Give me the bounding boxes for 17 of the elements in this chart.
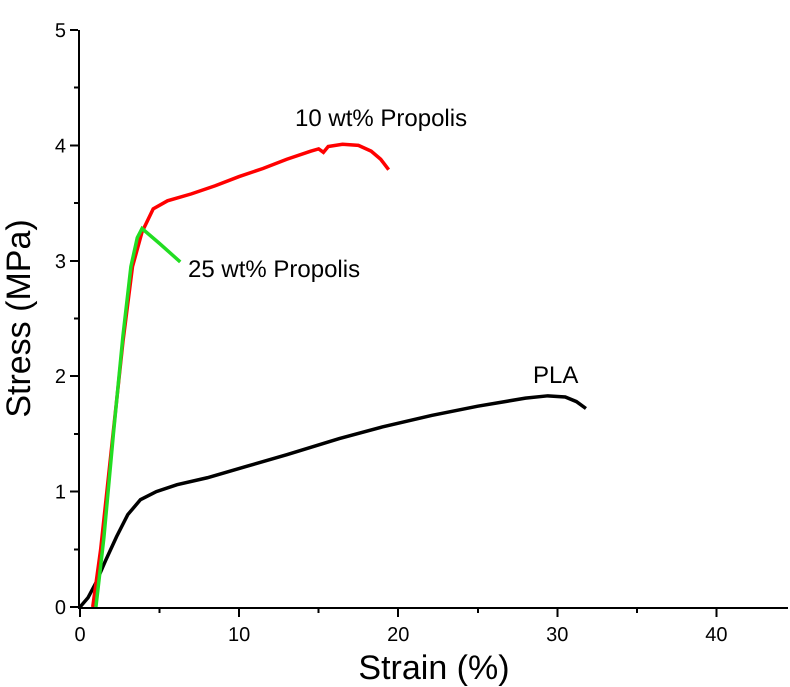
y-axis-title: Stress (MPa)	[0, 219, 38, 418]
series-label: 25 wt% Propolis	[188, 256, 360, 283]
y-tick-label: 3	[54, 250, 66, 273]
x-tick-label: 10	[228, 624, 250, 646]
x-tick-label: 40	[705, 624, 728, 646]
y-tick-label: 0	[54, 597, 66, 619]
series-label: 10 wt% Propolis	[295, 105, 468, 132]
y-tick-label: 1	[54, 482, 66, 504]
line-series	[94, 226, 182, 607]
y-tick-label: 4	[54, 135, 66, 158]
x-tick-label: 30	[546, 624, 568, 646]
y-tick-label: 5	[54, 20, 66, 42]
x-tick-label: 20	[387, 624, 410, 646]
y-tick-label: 2	[54, 366, 66, 388]
x-axis-title: Strain (%)	[358, 649, 510, 687]
x-tick-label: 0	[74, 624, 86, 646]
series-label: PLA	[533, 362, 578, 389]
